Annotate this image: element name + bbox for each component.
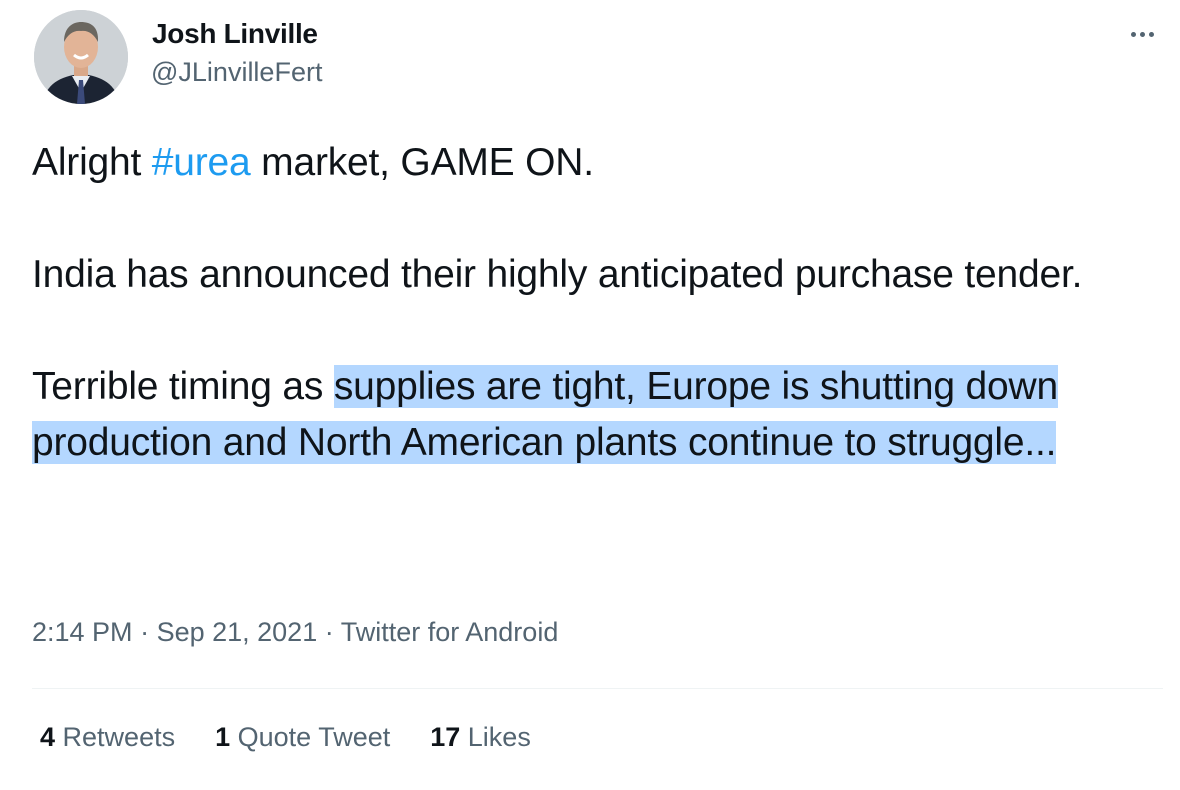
likes-count: 17 <box>430 722 461 752</box>
quote-tweets-label: Quote Tweet <box>230 722 391 752</box>
retweets-label: Retweets <box>55 722 176 752</box>
retweets-count: 4 <box>40 722 56 752</box>
retweets-stat[interactable]: 4 Retweets <box>40 722 175 753</box>
quote-tweets-stat[interactable]: 1 Quote Tweet <box>215 722 390 753</box>
tweet-date[interactable]: Sep 21, 2021 <box>156 617 318 647</box>
tweet-paragraph: India has announced their highly anticip… <box>32 253 1083 296</box>
tweet-source[interactable]: Twitter for Android <box>340 617 559 647</box>
more-icon-dot <box>1148 31 1154 37</box>
meta-separator: · <box>317 617 341 647</box>
tweet-text-segment: Terrible timing as <box>32 365 334 408</box>
tweet-metadata: 2:14 PM · Sep 21, 2021 · Twitter for And… <box>32 617 558 648</box>
quote-tweets-count: 1 <box>215 722 231 752</box>
meta-separator: · <box>132 617 157 647</box>
author-handle[interactable]: @JLinvilleFert <box>151 57 323 87</box>
avatar-image <box>34 10 128 104</box>
more-options-button[interactable] <box>1122 20 1162 48</box>
divider <box>32 688 1163 689</box>
avatar[interactable] <box>34 10 128 104</box>
author-name[interactable]: Josh Linville <box>152 18 318 49</box>
tweet-stats: 4 Retweets 1 Quote Tweet 17 Likes <box>40 722 571 753</box>
more-icon-dot <box>1139 31 1145 37</box>
tweet-paragraph: Alright #urea market, GAME ON. <box>32 135 1162 191</box>
likes-stat[interactable]: 17 Likes <box>430 722 531 753</box>
tweet-time[interactable]: 2:14 PM <box>32 617 133 647</box>
tweet-text: Alright #urea market, GAME ON. India has… <box>32 135 1162 471</box>
likes-label: Likes <box>460 722 531 752</box>
tweet-text-segment: market, GAME ON. <box>250 141 594 184</box>
tweet-paragraph: Terrible timing as supplies are tight, E… <box>32 359 1162 471</box>
more-icon <box>1130 31 1136 37</box>
hashtag-link[interactable]: #urea <box>151 141 251 184</box>
tweet-text-segment: Alright <box>32 141 152 184</box>
